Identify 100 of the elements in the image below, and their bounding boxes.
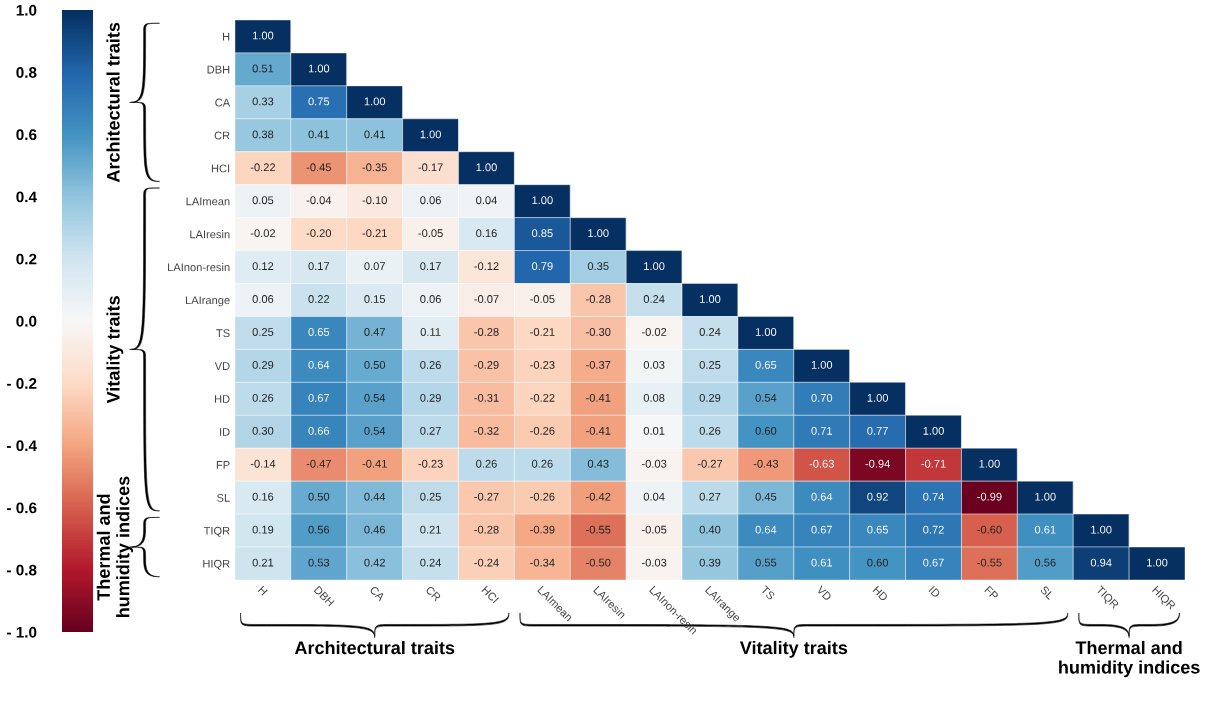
data-label: 1.00 xyxy=(867,393,889,402)
data-label: 0.79 xyxy=(531,262,553,271)
data-label: -0.47 xyxy=(306,459,331,468)
y-tick-label: CA xyxy=(215,98,231,107)
x-tick-label: H xyxy=(257,585,268,596)
data-label: 0.60 xyxy=(755,426,777,435)
data-label: 0.11 xyxy=(420,328,441,336)
text: Vitality traits xyxy=(739,640,848,658)
data-label: -0.60 xyxy=(977,525,1002,534)
data-label: 0.38 xyxy=(252,130,274,139)
data-label: 0.53 xyxy=(308,558,330,567)
data-label: 1.00 xyxy=(811,361,833,369)
data-label: -0.20 xyxy=(306,229,332,238)
data-label: 1.00 xyxy=(923,426,944,435)
data-label: 0.70 xyxy=(811,393,833,402)
data-label: 0.22 xyxy=(308,295,330,303)
y-tick-label: DBH xyxy=(207,65,230,74)
data-label: 0.64 xyxy=(308,361,330,369)
data-label: 0.21 xyxy=(420,525,441,534)
text: Architectural traits xyxy=(106,22,120,183)
color-bar-label: 0.4 xyxy=(16,191,37,203)
data-label: 0.24 xyxy=(643,295,665,303)
data-label: 0.67 xyxy=(923,558,944,567)
data-label: -0.27 xyxy=(697,459,723,468)
data-label: 0.65 xyxy=(308,328,330,336)
data-label: 0.66 xyxy=(308,426,330,435)
data-label: 0.50 xyxy=(308,492,330,501)
data-label: -0.22 xyxy=(530,393,555,402)
y-tick-label: LAImean xyxy=(186,197,230,206)
data-label: 1.00 xyxy=(532,196,553,205)
data-label: -0.17 xyxy=(418,163,443,172)
data-label: 0.92 xyxy=(867,492,888,501)
data-label: -0.39 xyxy=(530,525,555,534)
data-label: -0.55 xyxy=(586,525,611,534)
data-label: -0.03 xyxy=(641,459,667,468)
data-label: 0.26 xyxy=(476,459,497,468)
y-tick-label: LAInon-resin xyxy=(168,263,230,272)
data-label: -0.05 xyxy=(641,525,667,534)
data-label: 0.85 xyxy=(531,229,553,238)
data-label: -0.03 xyxy=(641,558,667,567)
data-label: 0.60 xyxy=(867,558,889,567)
data-label: 0.25 xyxy=(699,361,721,369)
data-label: 1.00 xyxy=(644,262,665,271)
data-label: -0.63 xyxy=(809,459,834,468)
data-label: 0.26 xyxy=(420,361,441,369)
data-label: 0.71 xyxy=(811,426,833,435)
data-label: 0.27 xyxy=(699,492,721,501)
color-bar-label: 1.0 xyxy=(16,4,37,16)
data-label: 0.74 xyxy=(923,492,945,501)
y-tick-label: TIQR xyxy=(203,526,230,537)
color-bar-label: - 0.6 xyxy=(7,502,37,514)
data-label: 1.00 xyxy=(1147,558,1168,567)
data-label: -0.41 xyxy=(586,393,611,402)
text: Thermal and humidity indices xyxy=(96,476,133,618)
data-label: -0.02 xyxy=(641,328,667,336)
y-tick-label: CR xyxy=(214,131,230,140)
data-label: 1.00 xyxy=(252,31,274,40)
data-label: 0.40 xyxy=(699,525,721,534)
data-label: 0.15 xyxy=(364,295,386,303)
y-tick-label: TS xyxy=(216,329,230,338)
y-tick-label: FP xyxy=(216,461,230,469)
data-label: -0.23 xyxy=(418,459,443,468)
data-label: 0.51 xyxy=(252,64,274,73)
color-bar-label: 0.0 xyxy=(16,315,37,327)
data-label: 0.94 xyxy=(1090,558,1112,567)
data-label: 0.06 xyxy=(252,295,274,303)
data-label: 0.56 xyxy=(1034,558,1056,567)
x-tick-label: HD xyxy=(872,585,889,602)
data-label: 0.33 xyxy=(252,97,274,106)
data-label: -0.30 xyxy=(586,328,611,336)
y-tick-label: VD xyxy=(214,362,230,370)
data-label: 0.19 xyxy=(252,525,274,534)
x-tick-label: TS xyxy=(760,585,776,601)
data-label: 1.00 xyxy=(476,163,497,172)
x-tick-label: CA xyxy=(369,585,386,602)
data-label: 0.26 xyxy=(252,393,274,402)
data-label: -0.41 xyxy=(362,459,387,468)
data-label: 0.25 xyxy=(252,328,274,336)
data-label: 0.04 xyxy=(476,196,497,205)
data-label: 0.75 xyxy=(308,97,330,106)
data-label: 0.72 xyxy=(923,525,944,534)
color-bar-label: 0.2 xyxy=(16,253,37,265)
data-label: 0.43 xyxy=(587,459,609,468)
data-label: 0.17 xyxy=(420,262,441,271)
data-label: 1.00 xyxy=(1035,492,1056,501)
data-label: 0.03 xyxy=(643,361,665,369)
data-label: -0.24 xyxy=(474,558,499,567)
data-label: 0.42 xyxy=(364,558,385,567)
data-label: -0.32 xyxy=(474,426,499,435)
data-label: 0.17 xyxy=(308,262,330,271)
data-label: -0.07 xyxy=(474,295,499,303)
data-label: 0.01 xyxy=(643,426,665,435)
data-label: 0.61 xyxy=(811,558,833,567)
data-label: -0.04 xyxy=(306,196,332,205)
data-label: 0.26 xyxy=(699,426,721,435)
data-label: -0.28 xyxy=(474,328,499,336)
color-bar-label: - 0.2 xyxy=(7,378,37,389)
data-label: 1.00 xyxy=(700,295,721,303)
data-label: -0.27 xyxy=(474,492,499,501)
data-label: -0.22 xyxy=(250,163,276,172)
